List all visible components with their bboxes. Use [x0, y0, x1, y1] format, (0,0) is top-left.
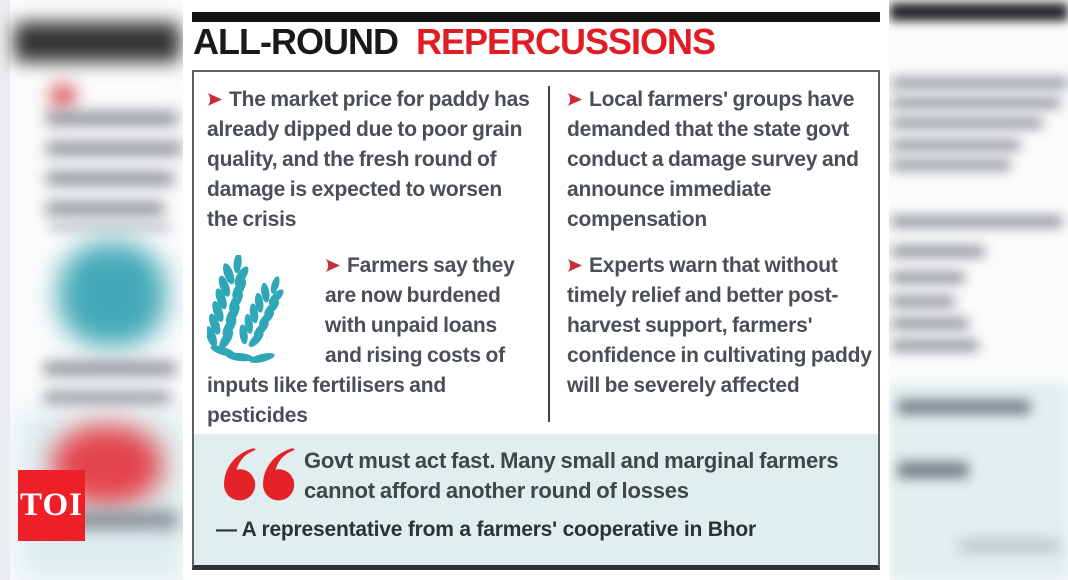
bg-blur-shape [892, 272, 964, 283]
bg-blur-shape [46, 202, 164, 215]
bg-blur-shape [50, 224, 170, 230]
bg-blur-shape [898, 462, 968, 478]
bg-blur-shape [66, 512, 178, 528]
bg-blur-shape [58, 242, 166, 347]
bg-blur-shape [898, 400, 1030, 414]
bg-blur-shape [44, 392, 170, 405]
bg-blur-shape [892, 246, 984, 257]
bullet-text: Farmers say they are now burdened with u… [207, 254, 515, 427]
bullet-arrow-icon [567, 85, 582, 115]
bg-blur-shape [50, 84, 76, 108]
bullet-item: Farmers say they are now burdened with u… [205, 251, 531, 431]
bullet-arrow-icon [567, 251, 582, 281]
bg-blur-shape [892, 118, 1042, 128]
bg-blur-shape [14, 22, 180, 62]
bullet-item: Experts warn that without timely relief … [567, 251, 881, 401]
right-column: Local farmers' groups have demanded that… [567, 85, 881, 401]
page-title: ALL-ROUND REPERCUSSIONS [193, 21, 716, 62]
bg-blur-shape [46, 142, 182, 155]
bg-edge-strip [0, 0, 10, 580]
bg-blur-shape [892, 98, 1060, 108]
bullet-arrow-icon [207, 85, 222, 115]
content-box: The market price for paddy has already d… [192, 70, 880, 570]
top-rule [192, 12, 880, 22]
title-primary: ALL-ROUND [193, 21, 399, 62]
wheat-icon [205, 253, 313, 363]
bullet-text: The market price for paddy has already d… [207, 88, 530, 231]
bullet-text: Local farmers' groups have demanded that… [567, 88, 859, 231]
left-column: The market price for paddy has already d… [205, 85, 531, 431]
bg-blur-shape [892, 318, 968, 329]
quote-section: Govt must act fast. Many small and margi… [194, 434, 878, 565]
bg-blur-shape [892, 78, 1068, 88]
bg-blur-shape [892, 216, 1062, 227]
toi-logo-text: TOI [20, 487, 83, 523]
quote-icon [217, 448, 295, 511]
quote-attribution: — A representative from a farmers' coope… [216, 518, 756, 541]
bg-blur-shape [892, 160, 1010, 170]
bg-blur-shape [892, 296, 954, 307]
bullet-arrow-icon [325, 251, 340, 281]
toi-logo: TOI [18, 470, 85, 541]
bg-blur-shape [46, 172, 174, 185]
column-divider [548, 86, 550, 422]
bg-blur-shape [46, 112, 178, 125]
bullet-item: Local farmers' groups have demanded that… [567, 85, 881, 235]
quote-text: Govt must act fast. Many small and margi… [304, 448, 839, 503]
bg-blur-shape [892, 140, 1020, 150]
bullet-item: The market price for paddy has already d… [207, 85, 531, 235]
bg-blur-shape [892, 340, 978, 351]
bg-blur-shape [44, 362, 176, 375]
title-accent: REPERCUSSIONS [415, 21, 716, 62]
bullet-text: Experts warn that without timely relief … [567, 254, 872, 397]
bg-blur-shape [890, 3, 1068, 21]
bg-blur-shape [960, 540, 1060, 552]
infographic-panel: ALL-ROUND REPERCUSSIONS The market price… [183, 0, 889, 580]
